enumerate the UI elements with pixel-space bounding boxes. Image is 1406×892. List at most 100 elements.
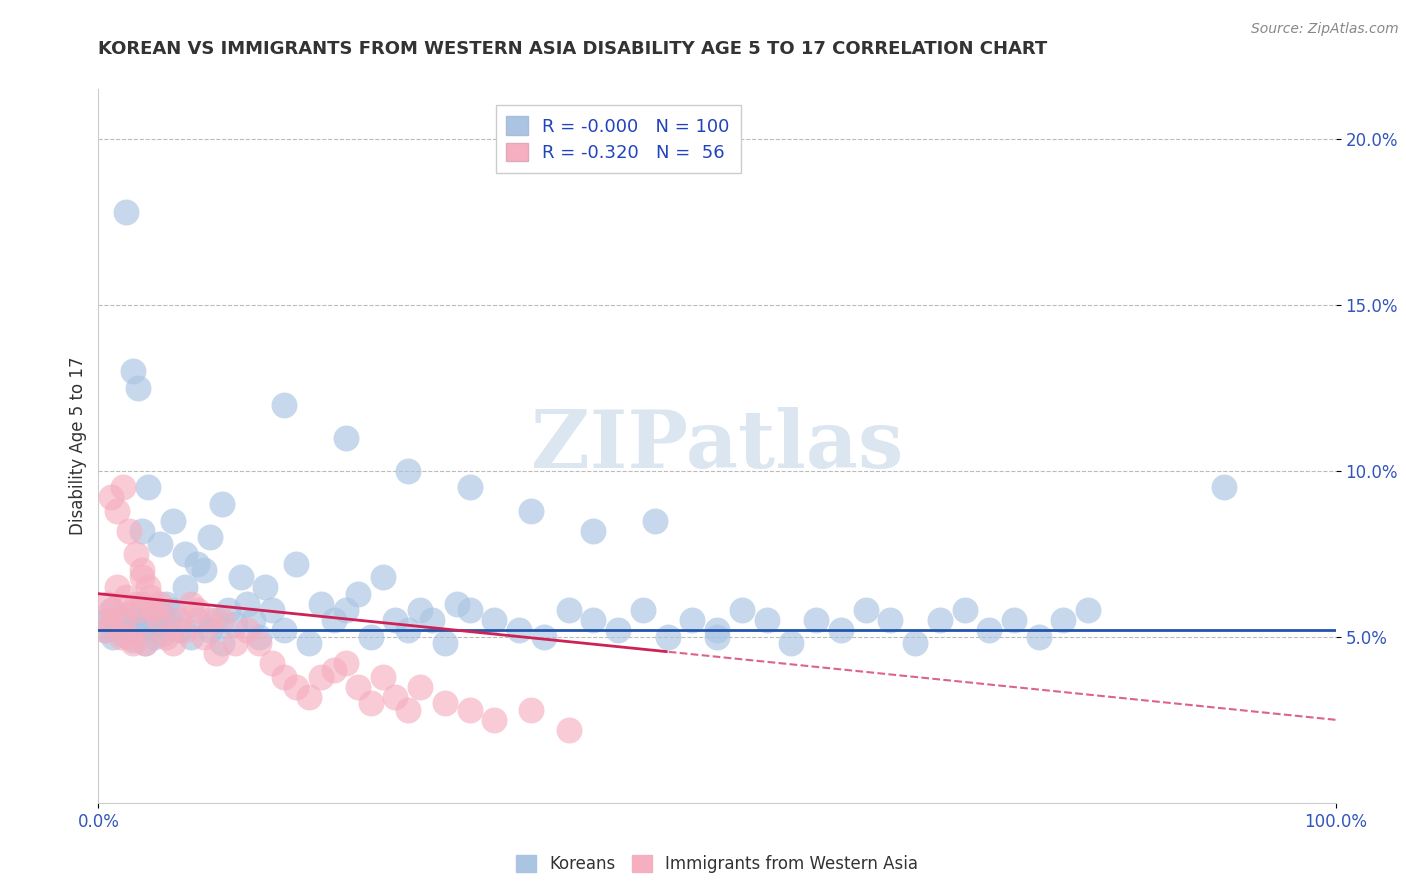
Point [254,580,277,594]
Point [1052,613,1074,627]
Point [1002,613,1025,627]
Point [167,624,190,638]
Point [582,613,605,627]
Point [93,624,115,638]
Point [731,603,754,617]
Point [211,613,233,627]
Point [97,613,120,627]
Point [384,613,406,627]
Point [146,616,169,631]
Point [105,580,128,594]
Point [224,636,246,650]
Point [322,613,344,627]
Point [103,603,125,617]
Point [118,524,141,538]
Point [110,610,132,624]
Point [205,647,228,661]
Point [706,630,728,644]
Point [242,613,264,627]
Point [198,530,221,544]
Point [335,657,357,671]
Point [236,597,259,611]
Point [127,381,149,395]
Point [100,491,122,505]
Point [273,670,295,684]
Point [953,603,976,617]
Point [433,696,456,710]
Point [422,613,444,627]
Point [114,590,136,604]
Point [273,624,295,638]
Point [134,636,156,650]
Point [149,537,172,551]
Point [180,630,202,644]
Point [396,703,419,717]
Point [112,481,135,495]
Point [127,603,149,617]
Point [136,481,159,495]
Text: ZIPatlas: ZIPatlas [531,407,903,485]
Point [904,636,927,650]
Point [205,613,228,627]
Point [193,630,215,644]
Point [582,524,605,538]
Point [139,590,162,604]
Point [607,624,630,638]
Text: KOREAN VS IMMIGRANTS FROM WESTERN ASIA DISABILITY AGE 5 TO 17 CORRELATION CHART: KOREAN VS IMMIGRANTS FROM WESTERN ASIA D… [98,40,1047,58]
Point [167,613,190,627]
Point [706,624,728,638]
Point [755,613,778,627]
Point [681,613,703,627]
Point [114,616,136,631]
Point [139,610,162,624]
Point [100,603,122,617]
Point [879,613,901,627]
Point [180,597,202,611]
Point [285,680,308,694]
Point [458,603,481,617]
Point [273,397,295,411]
Point [484,613,506,627]
Point [217,603,239,617]
Point [162,636,184,650]
Point [322,663,344,677]
Point [236,624,259,638]
Point [360,630,382,644]
Point [1213,481,1236,495]
Point [124,624,146,638]
Point [131,524,153,538]
Point [484,713,506,727]
Point [557,723,579,737]
Point [211,636,233,650]
Point [103,630,125,644]
Point [198,624,221,638]
Point [260,657,283,671]
Point [409,603,432,617]
Point [118,607,141,621]
Point [124,597,146,611]
Point [97,597,120,611]
Point [371,670,394,684]
Point [458,481,481,495]
Point [298,690,321,704]
Point [105,504,128,518]
Point [224,616,246,631]
Point [928,613,950,627]
Point [1028,630,1050,644]
Point [112,626,135,640]
Point [122,364,145,378]
Point [631,603,654,617]
Point [152,626,174,640]
Point [131,564,153,578]
Point [174,547,197,561]
Point [396,464,419,478]
Point [155,630,177,644]
Y-axis label: Disability Age 5 to 17: Disability Age 5 to 17 [69,357,87,535]
Point [433,636,456,650]
Point [780,636,803,650]
Point [93,624,115,638]
Text: Source: ZipAtlas.com: Source: ZipAtlas.com [1251,22,1399,37]
Point [198,613,221,627]
Point [371,570,394,584]
Point [162,514,184,528]
